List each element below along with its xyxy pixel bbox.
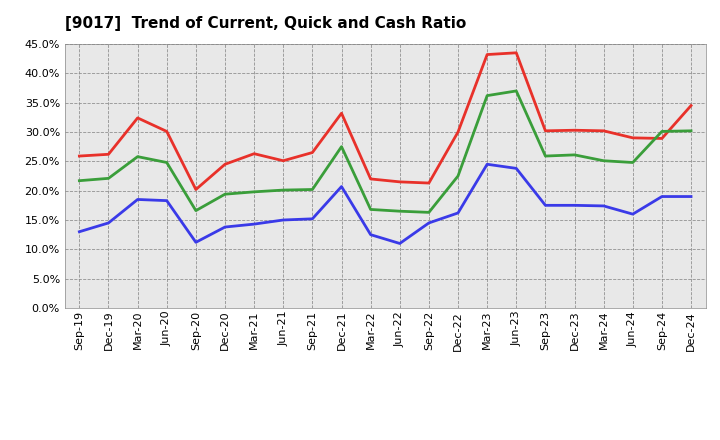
Quick Ratio bbox=[454, 173, 462, 179]
Current Ratio bbox=[629, 135, 637, 140]
Current Ratio bbox=[220, 161, 229, 167]
Cash Ratio bbox=[308, 216, 317, 221]
Cash Ratio bbox=[133, 197, 142, 202]
Cash Ratio bbox=[657, 194, 666, 199]
Quick Ratio bbox=[657, 129, 666, 134]
Cash Ratio bbox=[483, 161, 492, 167]
Cash Ratio bbox=[570, 203, 579, 208]
Cash Ratio bbox=[279, 217, 287, 223]
Quick Ratio bbox=[308, 187, 317, 192]
Current Ratio bbox=[512, 50, 521, 55]
Quick Ratio bbox=[104, 176, 113, 181]
Cash Ratio bbox=[366, 232, 375, 237]
Current Ratio bbox=[425, 180, 433, 186]
Current Ratio bbox=[570, 128, 579, 133]
Cash Ratio bbox=[599, 203, 608, 209]
Quick Ratio bbox=[366, 207, 375, 212]
Quick Ratio bbox=[599, 158, 608, 163]
Current Ratio bbox=[163, 129, 171, 134]
Current Ratio bbox=[104, 152, 113, 157]
Cash Ratio bbox=[104, 220, 113, 226]
Quick Ratio bbox=[687, 128, 696, 133]
Quick Ratio bbox=[425, 210, 433, 215]
Quick Ratio bbox=[512, 88, 521, 94]
Quick Ratio bbox=[483, 93, 492, 98]
Cash Ratio bbox=[687, 194, 696, 199]
Cash Ratio bbox=[395, 241, 404, 246]
Current Ratio bbox=[366, 176, 375, 182]
Quick Ratio bbox=[395, 209, 404, 214]
Current Ratio bbox=[657, 136, 666, 141]
Cash Ratio bbox=[337, 184, 346, 189]
Cash Ratio bbox=[192, 240, 200, 245]
Cash Ratio bbox=[512, 166, 521, 171]
Current Ratio bbox=[395, 179, 404, 184]
Current Ratio bbox=[599, 128, 608, 133]
Current Ratio bbox=[133, 115, 142, 121]
Current Ratio bbox=[192, 187, 200, 192]
Quick Ratio bbox=[279, 187, 287, 193]
Current Ratio bbox=[75, 154, 84, 159]
Current Ratio bbox=[454, 129, 462, 135]
Quick Ratio bbox=[163, 160, 171, 165]
Line: Quick Ratio: Quick Ratio bbox=[79, 91, 691, 213]
Current Ratio bbox=[541, 128, 550, 133]
Line: Current Ratio: Current Ratio bbox=[79, 53, 691, 190]
Cash Ratio bbox=[425, 220, 433, 226]
Quick Ratio bbox=[541, 154, 550, 159]
Quick Ratio bbox=[570, 152, 579, 158]
Cash Ratio bbox=[250, 221, 258, 227]
Cash Ratio bbox=[541, 203, 550, 208]
Quick Ratio bbox=[220, 191, 229, 197]
Cash Ratio bbox=[454, 210, 462, 216]
Cash Ratio bbox=[163, 198, 171, 203]
Quick Ratio bbox=[133, 154, 142, 159]
Line: Cash Ratio: Cash Ratio bbox=[79, 164, 691, 243]
Quick Ratio bbox=[75, 178, 84, 183]
Cash Ratio bbox=[629, 212, 637, 217]
Current Ratio bbox=[250, 151, 258, 156]
Text: [9017]  Trend of Current, Quick and Cash Ratio: [9017] Trend of Current, Quick and Cash … bbox=[65, 16, 466, 31]
Quick Ratio bbox=[629, 160, 637, 165]
Cash Ratio bbox=[75, 229, 84, 235]
Current Ratio bbox=[483, 52, 492, 57]
Current Ratio bbox=[279, 158, 287, 163]
Current Ratio bbox=[687, 103, 696, 108]
Current Ratio bbox=[308, 150, 317, 155]
Quick Ratio bbox=[192, 208, 200, 213]
Cash Ratio bbox=[220, 224, 229, 230]
Quick Ratio bbox=[337, 144, 346, 149]
Current Ratio bbox=[337, 110, 346, 116]
Quick Ratio bbox=[250, 189, 258, 194]
